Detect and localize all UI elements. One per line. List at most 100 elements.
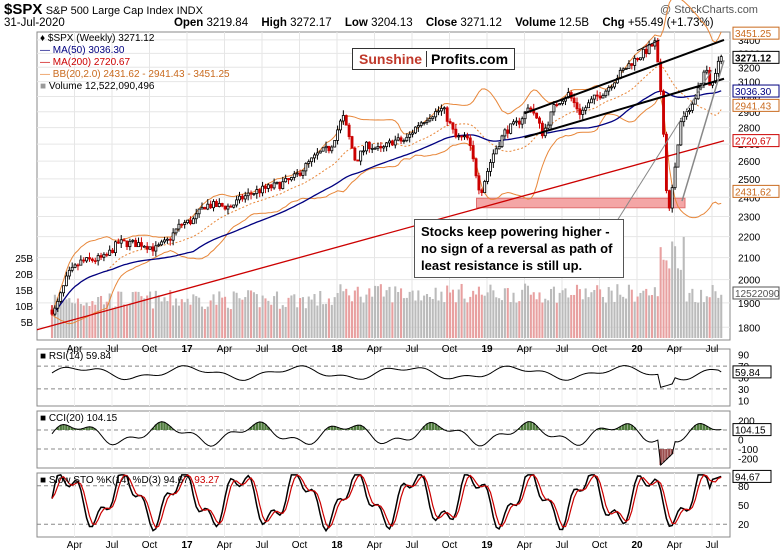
price-tick-label: 2300 [738,213,761,224]
volume-bar [166,301,169,338]
candle-body [255,189,259,194]
volume-bar [506,288,509,338]
candle-body [682,115,686,123]
volume-bar [192,294,195,338]
volume-bar [524,283,527,338]
candle-body [437,110,440,113]
volume-bar [180,299,183,338]
cci-line [51,421,722,467]
candle-body [347,124,351,137]
volume-bar [99,295,103,338]
candle-body [439,108,443,112]
candle-body [468,137,472,146]
volume-bar [221,297,224,338]
candle-body [589,98,593,104]
candle-body [509,123,513,134]
volume-bar [241,299,244,338]
volume-bar [454,302,457,338]
volume-bar [515,302,518,338]
rsi-legend: ■ RSI(14) 59.84 [40,351,112,362]
volume-bar [68,298,71,338]
logo-part1: Sunshine [359,51,423,67]
volume-bar [711,285,714,338]
volume-bar [431,298,434,338]
candle-body [252,193,256,195]
candle-body [457,135,461,138]
volume-bar [290,295,293,338]
x-tick-label: Oct [142,540,158,551]
candle-body [142,245,146,248]
volume-bar [356,286,359,338]
candle-body [200,206,204,210]
candle-body [497,146,501,150]
x-tick-label: Jul [556,540,569,551]
volume-bar [348,295,351,338]
candle-body [500,135,504,147]
volume-bar [270,304,273,338]
volume-bar [261,295,264,338]
candle-body [578,108,582,115]
candle-body [405,136,409,141]
candle-body [125,240,129,248]
indicator-tick-label: -100 [738,445,758,456]
volume-bar [140,296,143,338]
candle-body [157,244,161,247]
volume-bar [195,296,198,338]
candle-body [88,257,91,260]
candle-body [163,239,166,243]
cci-gridlines [37,411,730,468]
volume-bar [659,247,662,338]
indicator-tick-label: 10 [738,396,750,407]
x-tick-label: 20 [631,344,643,355]
volume-bar [307,296,310,338]
volume-bar [714,291,717,338]
candle-body [607,87,611,92]
candle-body [197,208,201,215]
volume-bar [428,296,431,338]
candle-body [64,275,68,287]
candle-body [483,181,487,194]
candle-body [180,223,184,226]
candle-body [73,264,77,268]
candle-body [633,57,637,66]
price-tick-label: 3100 [738,78,761,89]
x-tick-label: 18 [331,344,343,355]
volume-bar [247,290,250,338]
candle-body [301,170,305,176]
candle-body [442,107,446,110]
candle-body [610,86,614,89]
x-tick-label: Oct [142,344,158,355]
volume-bar [235,292,238,338]
price-tick-label: 2000 [738,276,761,287]
volume-bar [402,298,405,338]
x-tick-label: Apr [367,344,383,355]
volume-bar [480,294,483,338]
candle-body [318,150,322,154]
x-tick-label: Oct [442,540,458,551]
volume-bar [622,296,625,338]
stochastic-k-line [51,474,722,533]
x-tick-label: Apr [217,344,233,355]
candle-body [119,239,123,244]
volume-bar [177,305,180,338]
stochastic-panel-frame [36,472,731,538]
volume-bar [446,285,449,338]
candle-body [719,56,723,62]
candle-body [584,107,588,111]
ma50-line [51,90,722,315]
volume-bar [671,241,674,338]
x-tick-label: 17 [181,540,193,551]
candle-body [258,189,262,194]
volume-bar [705,296,708,338]
candle-body [693,98,697,105]
candle-body [382,146,386,149]
price-tick-label: 3200 [738,63,761,74]
top-trendline [636,39,660,52]
price-legend: ♦ $SPX (Weekly) 3271.12 — MA(50) 3036.30… [40,33,230,92]
candle-body [523,111,527,120]
price-tick-label: 1900 [738,299,761,310]
volume-bar [674,246,677,338]
candle-body [226,205,230,210]
x-tick-label: Apr [217,540,233,551]
